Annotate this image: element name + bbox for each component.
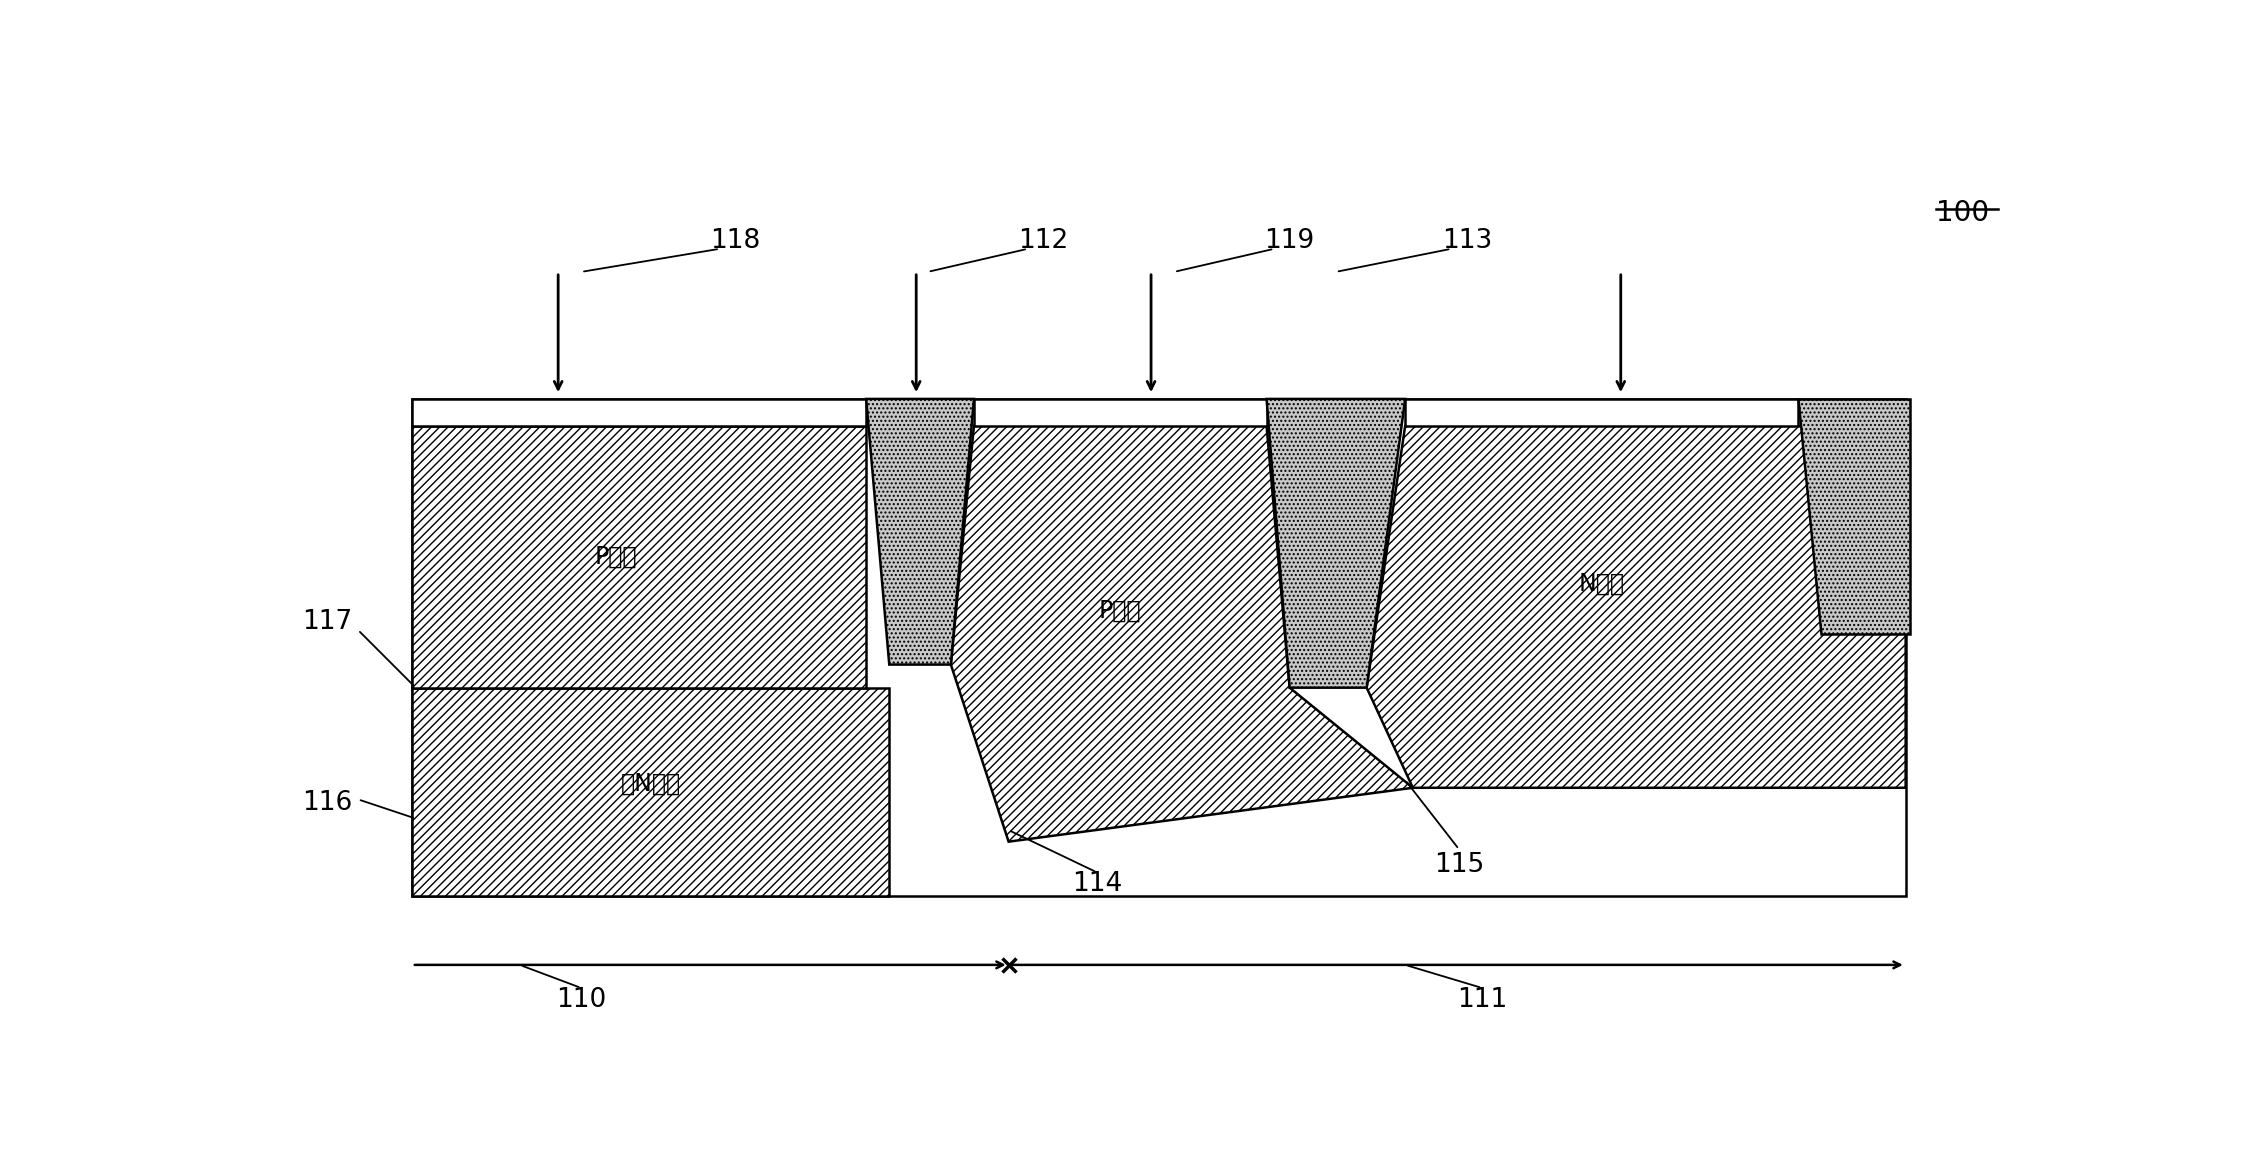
- Text: 112: 112: [1019, 228, 1069, 254]
- Text: P型阱: P型阱: [595, 545, 638, 568]
- Bar: [1406, 399, 1798, 426]
- Polygon shape: [867, 399, 974, 665]
- Text: 111: 111: [1458, 987, 1508, 1012]
- Polygon shape: [1266, 399, 1406, 688]
- Text: 118: 118: [711, 228, 761, 254]
- Bar: [974, 399, 1266, 426]
- Text: 117: 117: [301, 609, 353, 636]
- Bar: [412, 399, 1906, 896]
- Text: 116: 116: [301, 790, 353, 816]
- Text: 100: 100: [1936, 199, 1990, 227]
- Text: 115: 115: [1433, 852, 1485, 877]
- Polygon shape: [412, 426, 867, 688]
- Text: 110: 110: [557, 987, 607, 1012]
- Polygon shape: [951, 426, 1413, 841]
- Polygon shape: [1367, 426, 1906, 788]
- Text: N型阱: N型阱: [1578, 572, 1626, 596]
- Bar: [412, 399, 867, 426]
- Text: 119: 119: [1266, 228, 1315, 254]
- Text: P型阱: P型阱: [1098, 598, 1141, 623]
- Text: 深N型阱: 深N型阱: [620, 772, 681, 796]
- Polygon shape: [412, 688, 890, 896]
- Text: 113: 113: [1442, 228, 1492, 254]
- Text: 114: 114: [1073, 872, 1123, 897]
- Polygon shape: [1798, 399, 1909, 633]
